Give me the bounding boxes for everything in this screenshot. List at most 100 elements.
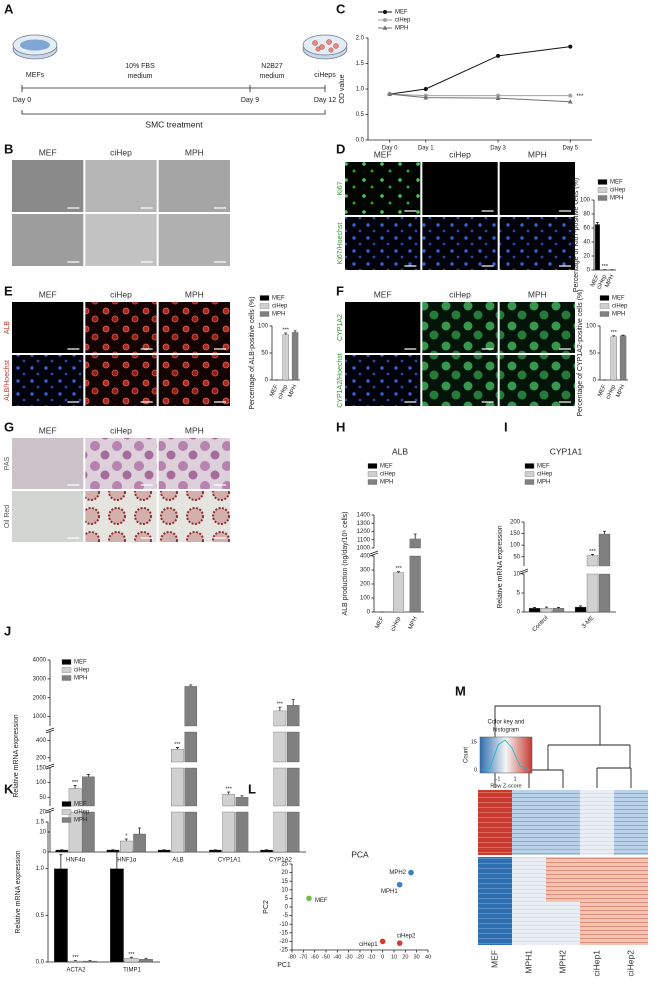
error-bar (579, 605, 583, 608)
y-axis-label: ALB production (ng/day/10⁶ cells) (342, 511, 349, 615)
y-tick-label: 1.0 (356, 87, 365, 93)
bar (68, 960, 83, 963)
panel-letter: C (336, 1, 346, 16)
bar (598, 533, 611, 567)
axis-break (45, 727, 55, 734)
bar (184, 767, 198, 807)
error-bar (129, 956, 133, 959)
legend-swatch (597, 179, 608, 185)
legend-label: ciHep (74, 668, 90, 674)
error-bar (73, 785, 77, 789)
y-tick-label: 1300 (357, 521, 371, 527)
bar (574, 606, 587, 613)
x-tick-label: 30 (414, 954, 420, 960)
column-label: ciHep (110, 289, 132, 299)
column-label: MEF (39, 289, 57, 299)
row-label: CYP1A2/Hoechst (337, 353, 344, 408)
panel-letter: B (4, 141, 13, 156)
legend-swatch (599, 295, 610, 301)
bar (235, 797, 249, 807)
micrograph (12, 491, 84, 542)
bar (119, 840, 133, 853)
y-tick-label: 200 (360, 582, 371, 588)
y-tick-label: 0.5 (356, 112, 365, 118)
error-bar (413, 533, 417, 539)
legend-label: ciHep (380, 472, 396, 478)
dendrogram (528, 769, 564, 788)
panel-letter: I (504, 419, 508, 434)
annotation: *** (277, 702, 284, 708)
y-tick-label: 2000 (33, 695, 47, 701)
error-bar (595, 222, 599, 225)
legend-swatch (259, 295, 270, 301)
annotation: *** (72, 955, 79, 961)
annotation: *** (128, 952, 135, 958)
y-tick-label: 100 (36, 780, 47, 786)
y-tick-label: 5 (285, 896, 289, 902)
bar (222, 811, 235, 853)
x-tick-label: -30 (345, 954, 353, 960)
axis-break (369, 550, 379, 557)
x-tick-label: ACTA2 (67, 968, 87, 974)
x-tick-label: 40 (425, 954, 431, 960)
y-tick-label: 0 (285, 905, 289, 911)
column-label: MEF (374, 289, 392, 299)
error-bar (602, 530, 606, 535)
bar (235, 811, 249, 853)
heat-gap (478, 855, 648, 857)
bar (598, 573, 611, 613)
dendrogram (596, 767, 632, 788)
legend-label: ciHep (395, 18, 411, 24)
bar (273, 710, 287, 727)
annotation: *** (174, 742, 181, 748)
y-tick-label: 50 (513, 554, 520, 560)
point (396, 881, 403, 888)
medium-label: medium (128, 73, 153, 80)
x-tick-label: MEF (590, 274, 601, 288)
error-bar (144, 957, 148, 960)
legend-marker (383, 10, 387, 14)
x-tick-label: MPH (615, 384, 626, 399)
column-label: ciHep (110, 425, 132, 435)
legend-label: MEF (74, 660, 87, 666)
schematic: MEFs 10% FBS medium N2B27 medium ciHeps … (12, 34, 348, 129)
z-label: Row Z-score (490, 783, 521, 789)
column-label: MPH (528, 289, 547, 299)
point-label: MEF (315, 898, 328, 904)
heat-block (580, 857, 614, 945)
bar (54, 868, 68, 963)
error-bar (397, 571, 401, 573)
heat-block (614, 790, 648, 855)
x-tick-label: CYP1A1 (218, 858, 242, 864)
y-tick-label: 2.0 (356, 36, 365, 42)
y-tick-label: 4000 (33, 658, 47, 664)
y-tick-label: 1100 (357, 537, 371, 543)
panel-letter: L (248, 781, 256, 796)
heat-block (512, 790, 546, 855)
error-bar (293, 330, 297, 333)
y-tick-label: 0 (587, 268, 591, 274)
point (423, 95, 429, 100)
y-tick-label: -15 (279, 930, 288, 936)
error-bar (621, 334, 625, 336)
column-label: ciHep (449, 149, 471, 159)
legend-label: MPH (380, 480, 393, 486)
legend-swatch (599, 311, 610, 317)
y-tick-label: 10 (513, 572, 520, 578)
y-tick-label: 20 (583, 254, 590, 260)
annotation: *** (589, 549, 596, 555)
key-title: histogram (493, 728, 519, 734)
line (389, 93, 571, 97)
bar (594, 224, 600, 271)
panel-letter: A (4, 1, 14, 16)
micrograph (345, 355, 421, 406)
y-axis-label: PC2 (263, 900, 270, 914)
y-axis-label: Percentage of ALB-positive cells (%) (249, 296, 256, 409)
legend-swatch (61, 801, 72, 807)
panel-letter: H (336, 419, 345, 434)
heat-block (546, 857, 580, 902)
micrograph (422, 217, 498, 270)
micrograph (85, 214, 157, 266)
micrograph (345, 302, 421, 353)
y-tick-label: 100 (586, 324, 597, 330)
